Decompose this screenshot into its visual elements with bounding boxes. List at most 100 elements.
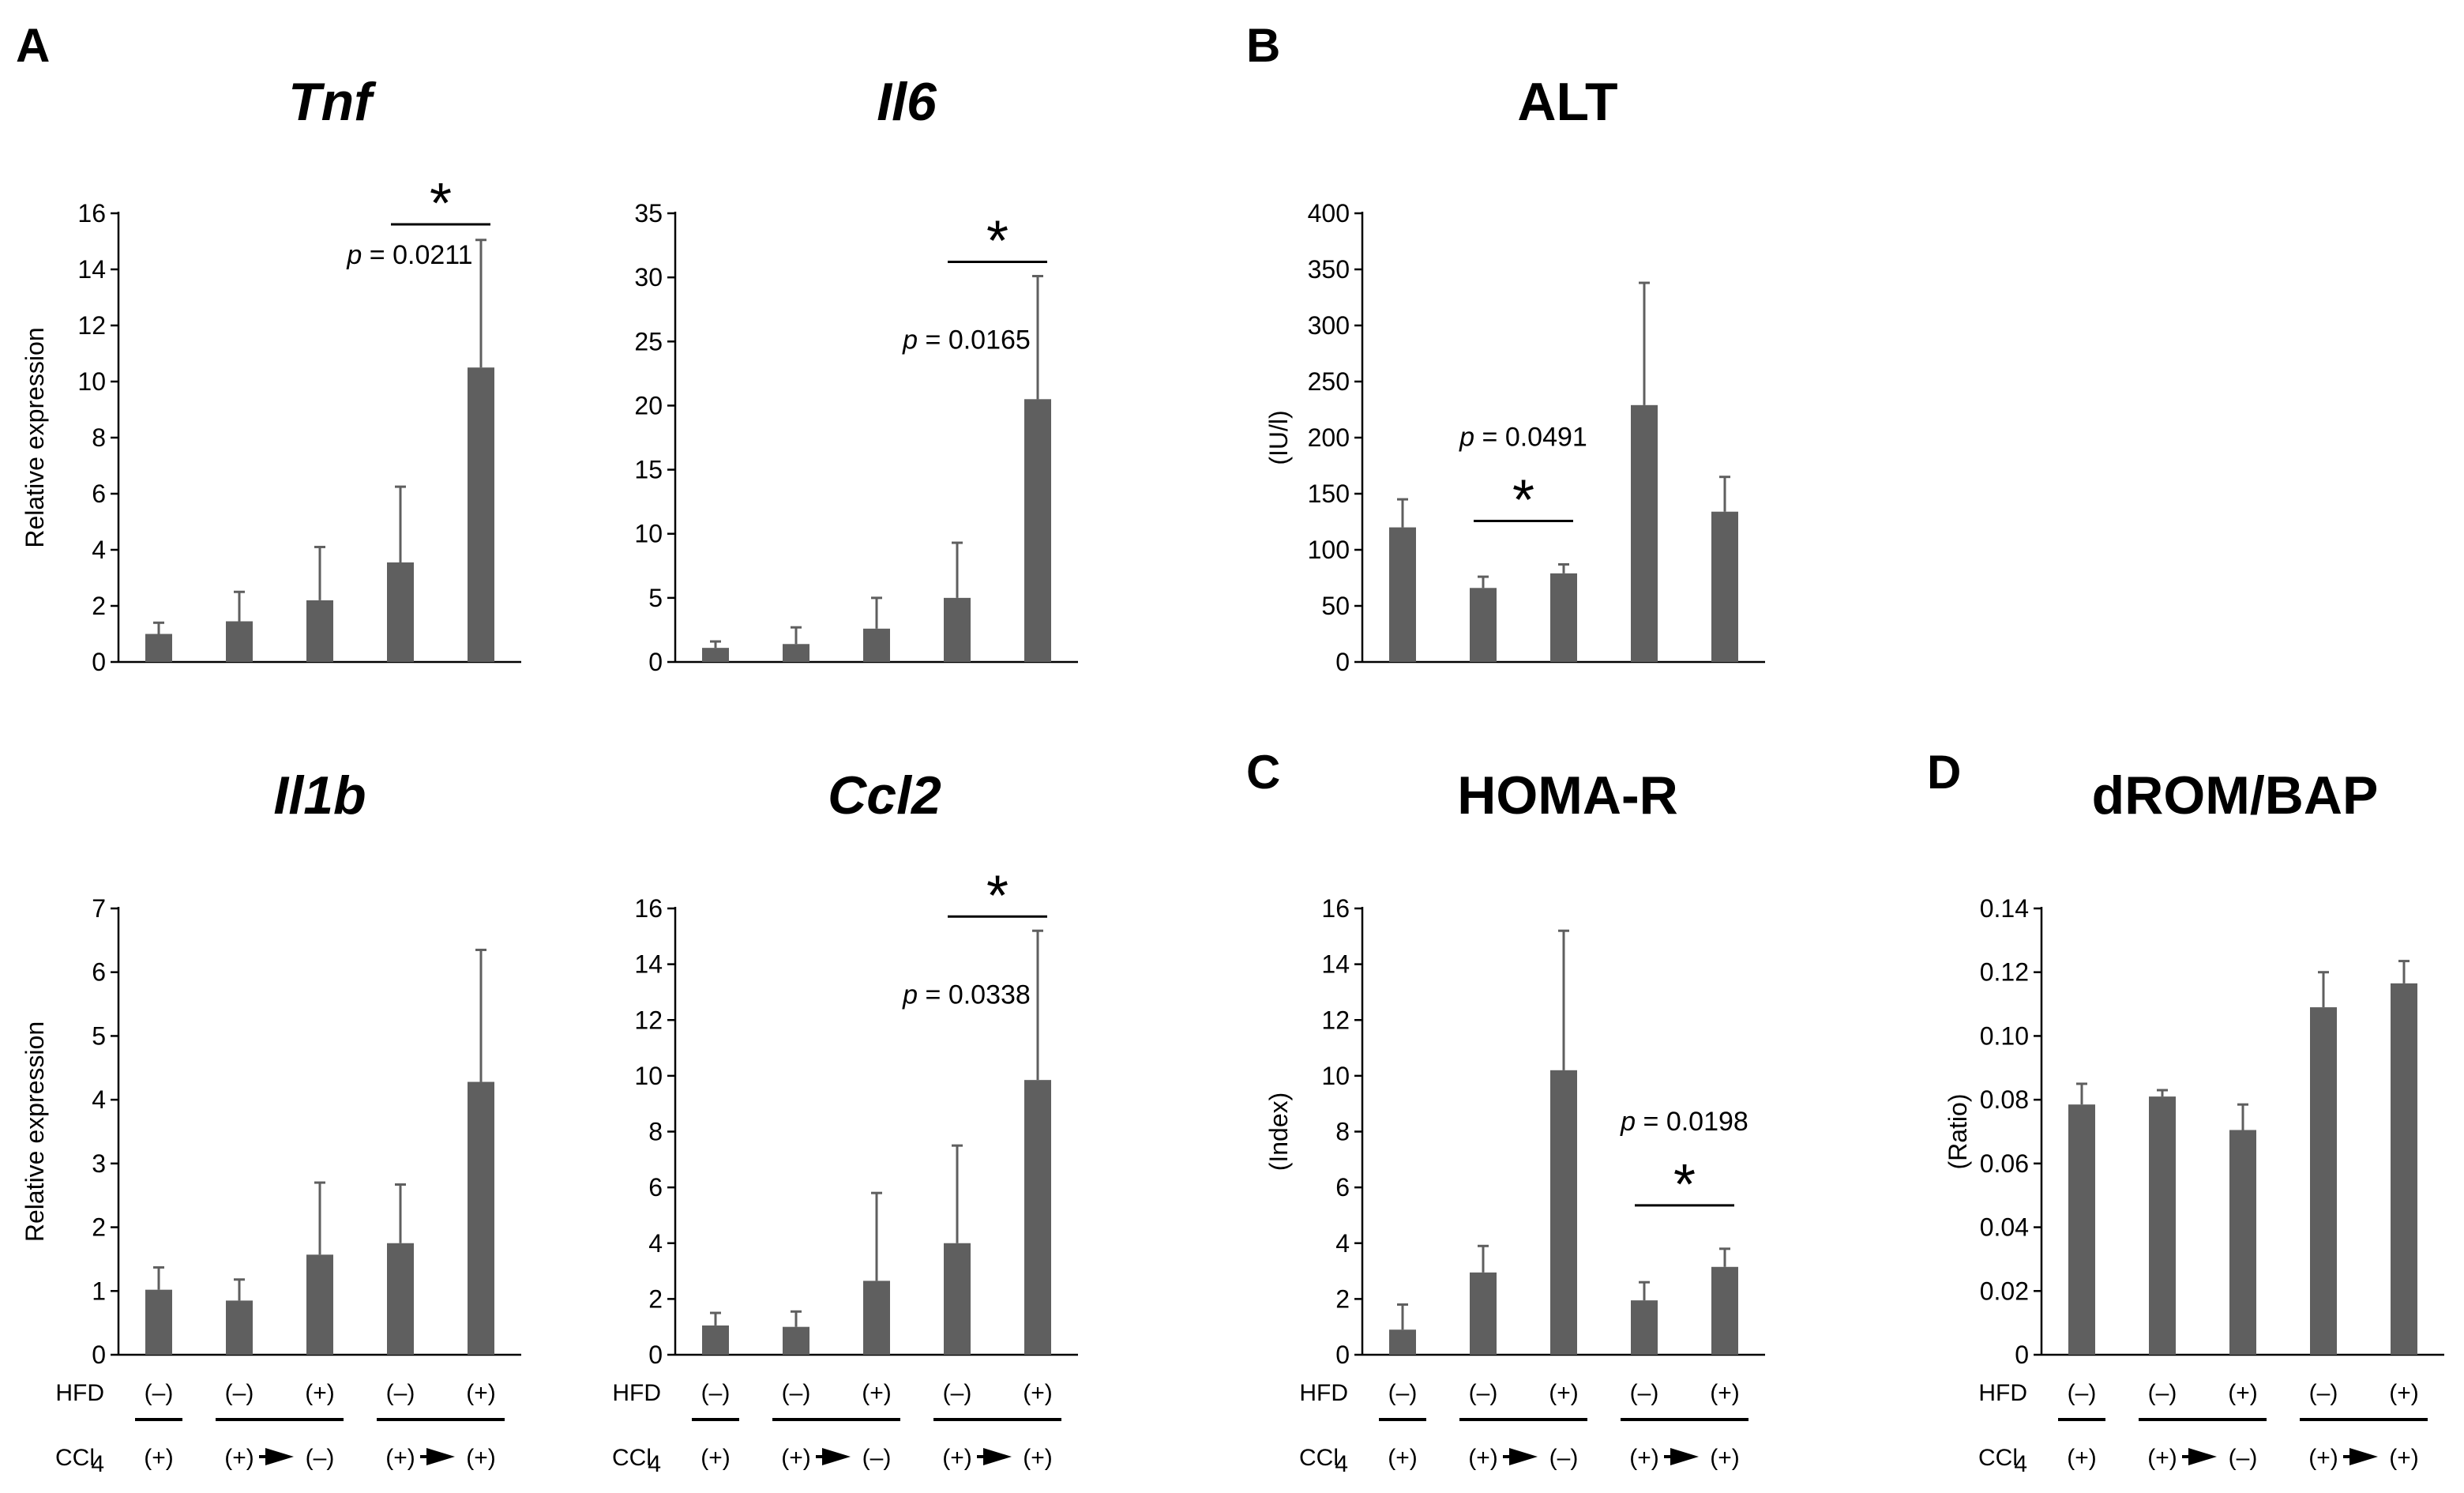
y-tick-label: 10 <box>634 520 663 548</box>
y-tick-label: 2 <box>648 1284 663 1313</box>
y-tick-label: 6 <box>648 1173 663 1202</box>
y-axis-label: (Index) <box>1264 1092 1293 1171</box>
bar <box>863 628 890 662</box>
bar <box>1470 588 1497 662</box>
significance-star: * <box>1673 1153 1696 1217</box>
ccl4-value: (+) <box>224 1445 254 1471</box>
bar <box>145 1289 172 1355</box>
y-tick-label: 16 <box>77 199 106 228</box>
p-value: = 0.0338 <box>918 980 1031 1010</box>
p-symbol: p <box>346 240 362 270</box>
chart-5: HOMA-R (Index) 0 2 4 6 8 10 12 14 16 * p = 0.0198 HFD… <box>1264 765 1765 1477</box>
p-symbol: p <box>1620 1107 1636 1137</box>
y-tick-label: 100 <box>1308 536 1350 564</box>
bar <box>468 367 494 662</box>
hfd-value: (+) <box>1710 1380 1740 1406</box>
hfd-value: (+) <box>1023 1380 1053 1406</box>
chart-title: ALT <box>1517 72 1617 132</box>
y-tick-label: 5 <box>648 584 663 612</box>
hfd-value: (–) <box>225 1380 254 1406</box>
arrow-icon <box>1509 1448 1538 1465</box>
arrow-icon <box>983 1448 1012 1465</box>
hfd-value: (–) <box>386 1380 415 1406</box>
p-symbol: p <box>1459 422 1474 452</box>
ccl4-value: (+) <box>144 1445 174 1471</box>
y-tick-label: 0.10 <box>1980 1021 2029 1050</box>
y-tick-label: 25 <box>634 327 663 355</box>
y-tick-label: 30 <box>634 263 663 291</box>
hfd-value: (+) <box>2389 1380 2419 1406</box>
ccl4-value: (+) <box>1388 1445 1418 1471</box>
ccl4-value: (+) <box>1629 1445 1659 1471</box>
p-value-label: p = 0.0165 <box>902 325 1031 355</box>
y-tick-label: 14 <box>634 950 663 979</box>
y-tick-label: 10 <box>77 367 106 396</box>
ccl4-row-label: CCl <box>55 1445 95 1471</box>
bar <box>702 648 729 662</box>
arrow-icon <box>1670 1448 1699 1465</box>
y-tick-label: 300 <box>1308 311 1350 340</box>
arrow-icon <box>265 1448 294 1465</box>
bar <box>468 1081 494 1355</box>
bar <box>2068 1104 2095 1355</box>
p-value: = 0.0165 <box>918 325 1031 355</box>
chart-6: dROM/BAP (Ratio) 0 0.02 0.04 0.06 0.08 0.10 0.12… <box>1944 765 2444 1477</box>
ccl4-subscript: 4 <box>2014 1451 2027 1477</box>
panel-letter-d: D <box>1927 746 1961 799</box>
p-symbol: p <box>902 980 918 1010</box>
y-tick-label: 35 <box>634 199 663 228</box>
bar <box>387 1243 414 1355</box>
ccl4-value: (+) <box>2389 1445 2419 1471</box>
ccl4-subscript: 4 <box>91 1451 104 1477</box>
y-tick-label: 4 <box>1335 1229 1350 1258</box>
ccl4-row-label: CCl <box>1978 1445 2018 1471</box>
y-tick-label: 0.08 <box>1980 1085 2029 1114</box>
y-tick-label: 0.06 <box>1980 1149 2029 1178</box>
chart-title: Tnf <box>288 72 377 132</box>
y-tick-label: 6 <box>92 479 106 508</box>
bar <box>702 1325 729 1355</box>
hfd-value: (+) <box>305 1380 335 1406</box>
y-tick-label: 0.14 <box>1980 894 2029 923</box>
ccl4-value: (+) <box>466 1445 496 1471</box>
arrow-icon <box>426 1448 455 1465</box>
chart-1: Il6 0 5 10 15 20 25 30 35 * p = 0.0165 <box>634 72 1078 676</box>
ccl4-subscript: 4 <box>648 1451 661 1477</box>
significance-star: * <box>430 172 452 235</box>
y-tick-label: 0.02 <box>1980 1277 2029 1305</box>
bar <box>1631 404 1658 662</box>
ccl4-value: (–) <box>1549 1445 1579 1471</box>
y-tick-label: 3 <box>92 1149 106 1178</box>
bar <box>863 1281 890 1355</box>
y-tick-label: 8 <box>1335 1118 1350 1146</box>
y-tick-label: 7 <box>92 894 106 923</box>
y-tick-label: 4 <box>92 536 106 564</box>
y-tick-label: 0 <box>648 1341 663 1369</box>
bar <box>2310 1007 2337 1355</box>
ccl4-value: (+) <box>781 1445 811 1471</box>
hfd-value: (+) <box>862 1380 892 1406</box>
ccl4-value: (–) <box>862 1445 892 1471</box>
ccl4-value: (–) <box>2229 1445 2258 1471</box>
hfd-value: (–) <box>1630 1380 1659 1406</box>
ccl4-value: (–) <box>306 1445 335 1471</box>
y-tick-label: 10 <box>634 1062 663 1090</box>
bar <box>145 634 172 662</box>
ccl4-value: (+) <box>1468 1445 1498 1471</box>
bar <box>1389 527 1416 662</box>
hfd-row-label: HFD <box>612 1380 661 1406</box>
y-tick-label: 8 <box>92 423 106 452</box>
y-tick-label: 20 <box>634 391 663 419</box>
significance-star: * <box>986 864 1009 927</box>
bar <box>1711 511 1738 662</box>
bar <box>306 600 333 662</box>
bar <box>226 1300 253 1355</box>
chart-title: Il1b <box>273 765 366 825</box>
y-axis-label: (Ratio) <box>1944 1093 1972 1169</box>
y-tick-label: 0 <box>1335 648 1350 676</box>
y-tick-label: 50 <box>1321 592 1350 620</box>
hfd-row-label: HFD <box>55 1380 104 1406</box>
